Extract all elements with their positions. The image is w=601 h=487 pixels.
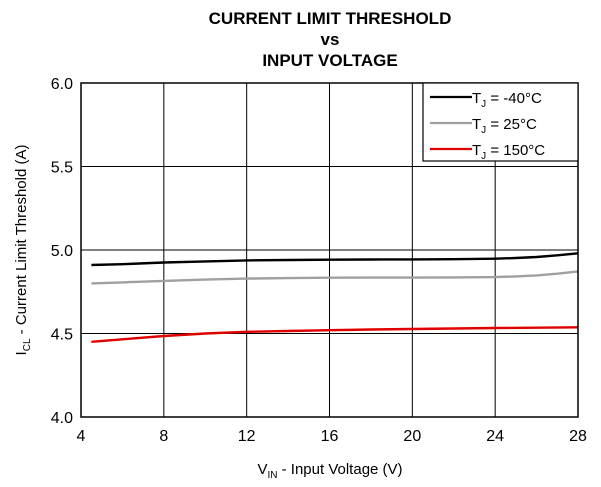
legend-label-150: TJ = 150°C [472,142,545,162]
legend-label-neg40: TJ = -40°C [472,90,542,110]
y-axis-label-main: I [13,351,30,355]
y-tick-labels: 4.0 4.5 5.0 5.5 6.0 [51,76,73,427]
x-tick-label: 12 [238,428,256,445]
y-tick-label: 4.0 [51,410,73,427]
grid [81,83,578,417]
x-tick-label: 20 [403,428,421,445]
plot-border [80,82,579,418]
x-tick-labels: 4 8 12 16 20 24 28 [77,428,587,445]
legend: TJ = -40°C TJ = 25°C TJ = 150°C [422,82,579,162]
y-tick-label: 4.5 [51,327,73,344]
chart-title-line-1: CURRENT LIMIT THRESHOLD [209,9,452,28]
series-line-neg40 [91,252,579,267]
series-line-150 [91,326,579,343]
series-group [91,252,579,343]
x-axis-label-main: V [257,461,267,478]
chart-title-line-3: INPUT VOLTAGE [262,51,397,70]
legend-label-neg40-rest: = -40°C [486,90,542,107]
y-tick-label: 5.0 [51,243,73,260]
legend-label-neg40-sub: J [481,99,486,110]
legend-label-25-main: T [472,116,481,133]
y-tick-label: 6.0 [51,76,73,93]
x-axis-label: VIN - Input Voltage (V) [257,461,402,481]
x-tick-label: 24 [486,428,504,445]
series-line-25 [91,270,579,285]
y-axis-label: ICL - Current Limit Threshold (A) [13,145,33,356]
legend-label-150-main: T [472,142,481,159]
legend-label-neg40-main: T [472,90,481,107]
x-axis-label-rest: - Input Voltage (V) [277,461,402,478]
x-axis-label-sub: IN [267,470,277,481]
x-tick-label: 16 [321,428,339,445]
x-tick-label: 8 [159,428,168,445]
chart-title-line-2: vs [321,30,340,49]
y-axis-label-rest: - Current Limit Threshold (A) [13,145,30,339]
x-tick-label: 4 [77,428,86,445]
y-axis-label-sub: CL [22,338,33,351]
legend-label-25-rest: = 25°C [486,116,537,133]
x-tick-label: 28 [569,428,587,445]
legend-label-25: TJ = 25°C [472,116,537,136]
legend-label-150-rest: = 150°C [486,142,545,159]
legend-label-25-sub: J [481,125,486,136]
y-tick-label: 5.5 [51,160,73,177]
legend-label-150-sub: J [481,151,486,162]
